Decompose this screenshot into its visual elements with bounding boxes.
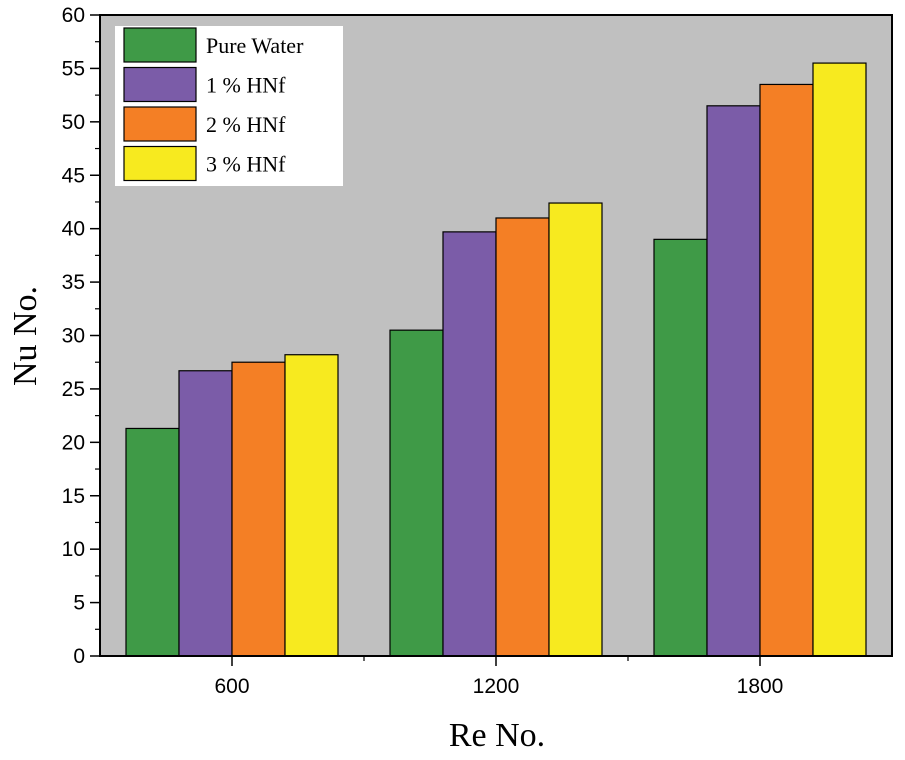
legend-label: 3 % HNf	[206, 152, 286, 177]
legend-swatch	[123, 106, 197, 142]
legend-label: 2 % HNf	[206, 112, 286, 137]
y-axis: 0 5 10 15 20 25 30 35 40 45 50 55 60	[62, 4, 100, 668]
x-tick-label: 1800	[737, 675, 784, 698]
bar-3-hnf-1200	[548, 202, 603, 657]
bar-pure-water-1200	[389, 329, 444, 657]
y-tick-label: 25	[62, 378, 85, 401]
y-tick-label: 40	[62, 218, 85, 241]
bar-1-hnf-600	[178, 370, 233, 657]
bar-2-hnf-1200	[495, 217, 550, 657]
y-tick-label: 45	[62, 164, 85, 187]
y-tick-label: 35	[62, 271, 85, 294]
bar-2-hnf-1800	[759, 83, 814, 657]
x-tick-label: 1200	[473, 675, 520, 698]
legend-swatch	[123, 27, 197, 63]
y-tick-label: 0	[73, 645, 85, 668]
bars	[125, 62, 867, 657]
bar-pure-water-1800	[653, 238, 708, 657]
legend-label: 1 % HNf	[206, 73, 286, 98]
bar-3-hnf-1800	[812, 62, 867, 657]
legend-swatch	[123, 66, 197, 103]
legend-label: Pure Water	[206, 33, 304, 58]
y-tick-label: 15	[62, 485, 85, 508]
x-axis: 600 1200 1800	[214, 656, 783, 698]
legend: Pure Water 1 % HNf 2 % HNf 3 % HNf	[115, 26, 343, 186]
bar-3-hnf-600	[284, 354, 339, 657]
y-tick-label: 5	[73, 592, 85, 615]
bar-1-hnf-1200	[442, 231, 497, 657]
x-tick-label: 600	[214, 675, 249, 698]
y-tick-label: 55	[62, 57, 85, 80]
bar-1-hnf-1800	[706, 105, 761, 657]
y-tick-label: 10	[62, 538, 85, 561]
y-tick-label: 30	[62, 325, 85, 348]
bar-2-hnf-600	[231, 361, 286, 657]
y-axis-title: Nu No.	[7, 286, 44, 386]
y-tick-label: 60	[62, 4, 85, 27]
y-tick-label: 20	[62, 431, 85, 454]
legend-swatch	[123, 145, 197, 182]
plot-frame	[99, 14, 893, 657]
x-axis-title: Re No.	[449, 717, 545, 754]
bar-pure-water-600	[125, 427, 180, 657]
y-tick-label: 50	[62, 111, 85, 134]
